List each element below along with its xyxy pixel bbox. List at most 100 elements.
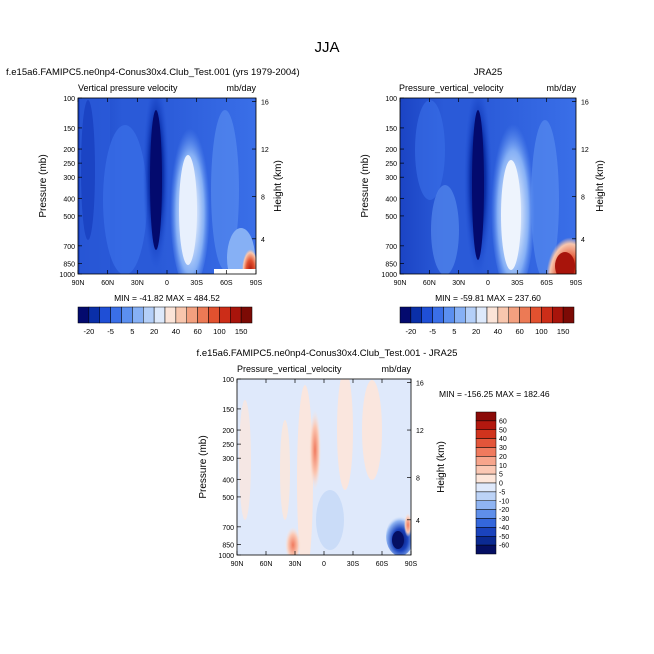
colorbar-box-bottom-3 [475, 438, 497, 448]
ytick-label-bottom-2: 200 [222, 428, 234, 435]
xtick-label-bottom-5: 60S [376, 561, 389, 568]
colorbar-box-top-left-14 [230, 306, 242, 324]
xtick-label-bottom-1: 60N [260, 561, 273, 568]
axes-top-right: 90N 60N 30N 0 30S 60S 90S 100 150 200 250 300 400 500… [381, 96, 588, 287]
colorbar-box-top-right-11 [519, 306, 531, 324]
ytick-label-top-right-4: 300 [385, 175, 397, 182]
colorbar-label-top-right-3: 20 [472, 327, 480, 336]
colorbar-label-top-right-1: -5 [429, 327, 436, 336]
colorbar-box-top-right-7 [475, 306, 488, 324]
colorbar-box-bottom-4 [475, 447, 497, 457]
ytick-label-top-left-3: 250 [63, 161, 75, 168]
colorbar-label-bottom-7: 0 [499, 481, 503, 488]
ytick-label-top-left-7: 700 [63, 244, 75, 251]
panel-top-right: JRA25 Pressure_vertical_velocity mb/day … [360, 67, 606, 336]
y2tick-label-top-right-3: 4 [581, 237, 585, 244]
colorbar-label-bottom-14: -60 [499, 543, 509, 550]
colorbar-box-bottom-9 [475, 491, 497, 501]
colorbar-box-top-right-10 [508, 306, 520, 324]
colorbar-label-bottom-1: 50 [499, 427, 507, 434]
colorbar-box-top-left-15 [240, 306, 253, 324]
colorbar-label-bottom-6: 5 [499, 472, 503, 479]
colorbar-box-top-right-12 [530, 306, 542, 324]
colorbar-box-top-left-2 [99, 306, 111, 324]
xtick-label-bottom-6: 90S [405, 561, 418, 568]
minmax-top-right: MIN = -59.81 MAX = 237.60 [435, 293, 541, 303]
colorbar-label-top-right-4: 40 [494, 327, 502, 336]
colorbar-box-top-left-1 [88, 306, 100, 324]
y2tick-label-top-right-2: 8 [581, 195, 585, 202]
xtick-label-top-left-2: 30N [131, 280, 144, 287]
colorbar-box-bottom-5 [475, 456, 497, 466]
xtick-label-top-left-5: 60S [220, 280, 233, 287]
colorbar-box-top-right-15 [562, 306, 575, 324]
ytick-label-bottom-5: 400 [222, 477, 234, 484]
colorbar-box-bottom-7 [475, 473, 497, 484]
y2tick-label-bottom-0: 16 [416, 381, 424, 388]
colorbar-box-top-right-3 [432, 306, 444, 324]
y2tick-label-top-left-2: 8 [261, 195, 265, 202]
colorbar-label-bottom-2: 40 [499, 436, 507, 443]
xtick-label-top-right-6: 90S [570, 280, 583, 287]
colorbar-box-bottom-0 [475, 411, 497, 422]
y2label-top-left: Height (km) [273, 160, 284, 212]
colorbar-label-bottom-10: -20 [499, 507, 509, 514]
colorbar-box-bottom-6 [475, 465, 497, 475]
colorbar-box-top-left-9 [175, 306, 187, 324]
ytick-label-bottom-7: 700 [222, 525, 234, 532]
ytick-label-bottom-1: 150 [222, 407, 234, 414]
colorbar-label-top-left-5: 60 [193, 327, 201, 336]
colorbar-box-top-left-5 [132, 306, 144, 324]
xtick-label-top-left-3: 0 [165, 280, 169, 287]
y2tick-label-top-right-1: 12 [581, 147, 589, 154]
xtick-label-top-left-1: 60N [101, 280, 114, 287]
colorbar-top-left: -20 -5 5 20 40 60 100 150 [77, 306, 253, 336]
panel-top-left-units: mb/day [226, 83, 256, 93]
ytick-label-top-right-2: 200 [385, 147, 397, 154]
colorbar-box-top-left-0 [77, 306, 90, 324]
ytick-label-top-right-0: 100 [385, 96, 397, 103]
ytick-label-bottom-4: 300 [222, 456, 234, 463]
colorbar-label-top-left-6: 100 [213, 327, 226, 336]
colorbar-box-top-left-7 [153, 306, 166, 324]
heatmap-top-left [78, 98, 256, 274]
y2tick-label-bottom-1: 12 [416, 428, 424, 435]
colorbar-label-top-left-7: 150 [235, 327, 248, 336]
ytick-label-bottom-0: 100 [222, 377, 234, 384]
ytick-label-top-left-4: 300 [63, 175, 75, 182]
ytick-label-top-left-6: 500 [63, 214, 75, 221]
colorbar-box-bottom-13 [475, 527, 497, 537]
colorbar-label-bottom-3: 30 [499, 445, 507, 452]
colorbar-label-bottom-4: 20 [499, 454, 507, 461]
colorbar-label-bottom-12: -40 [499, 525, 509, 532]
y2tick-label-bottom-3: 4 [416, 518, 420, 525]
colorbar-box-top-left-8 [164, 306, 177, 324]
xtick-label-top-right-1: 60N [423, 280, 436, 287]
ytick-label-top-right-6: 500 [385, 214, 397, 221]
ytick-label-top-left-0: 100 [63, 96, 75, 103]
colorbar-box-top-right-8 [486, 306, 499, 324]
colorbar-box-bottom-11 [475, 509, 497, 519]
ytick-label-top-left-5: 400 [63, 196, 75, 203]
xtick-label-top-right-0: 90N [394, 280, 407, 287]
panel-top-right-units: mb/day [546, 83, 576, 93]
colorbar-label-top-right-5: 60 [515, 327, 523, 336]
colorbar-box-top-left-3 [110, 306, 122, 324]
colorbar-box-bottom-8 [475, 482, 497, 493]
xtick-label-bottom-3: 0 [322, 561, 326, 568]
colorbar-label-bottom-13: -50 [499, 534, 509, 541]
ytick-label-bottom-6: 500 [222, 495, 234, 502]
heatmap-bottom [237, 379, 411, 555]
colorbar-box-top-left-4 [121, 306, 133, 324]
y2label-bottom: Height (km) [436, 441, 447, 493]
ytick-label-top-left-1: 150 [63, 126, 75, 133]
axes-bottom: 90N 60N 30N 0 30S 60S 90S 100 150 200 250 300 400 500… [218, 377, 423, 568]
y2label-top-right: Height (km) [595, 160, 606, 212]
xtick-label-top-right-2: 30N [452, 280, 465, 287]
colorbar-box-top-right-6 [465, 306, 477, 324]
colorbar-box-top-right-1 [410, 306, 422, 324]
colorbar-box-top-left-11 [197, 306, 209, 324]
colorbar-label-top-right-2: 5 [452, 327, 456, 336]
xtick-label-top-left-0: 90N [72, 280, 85, 287]
